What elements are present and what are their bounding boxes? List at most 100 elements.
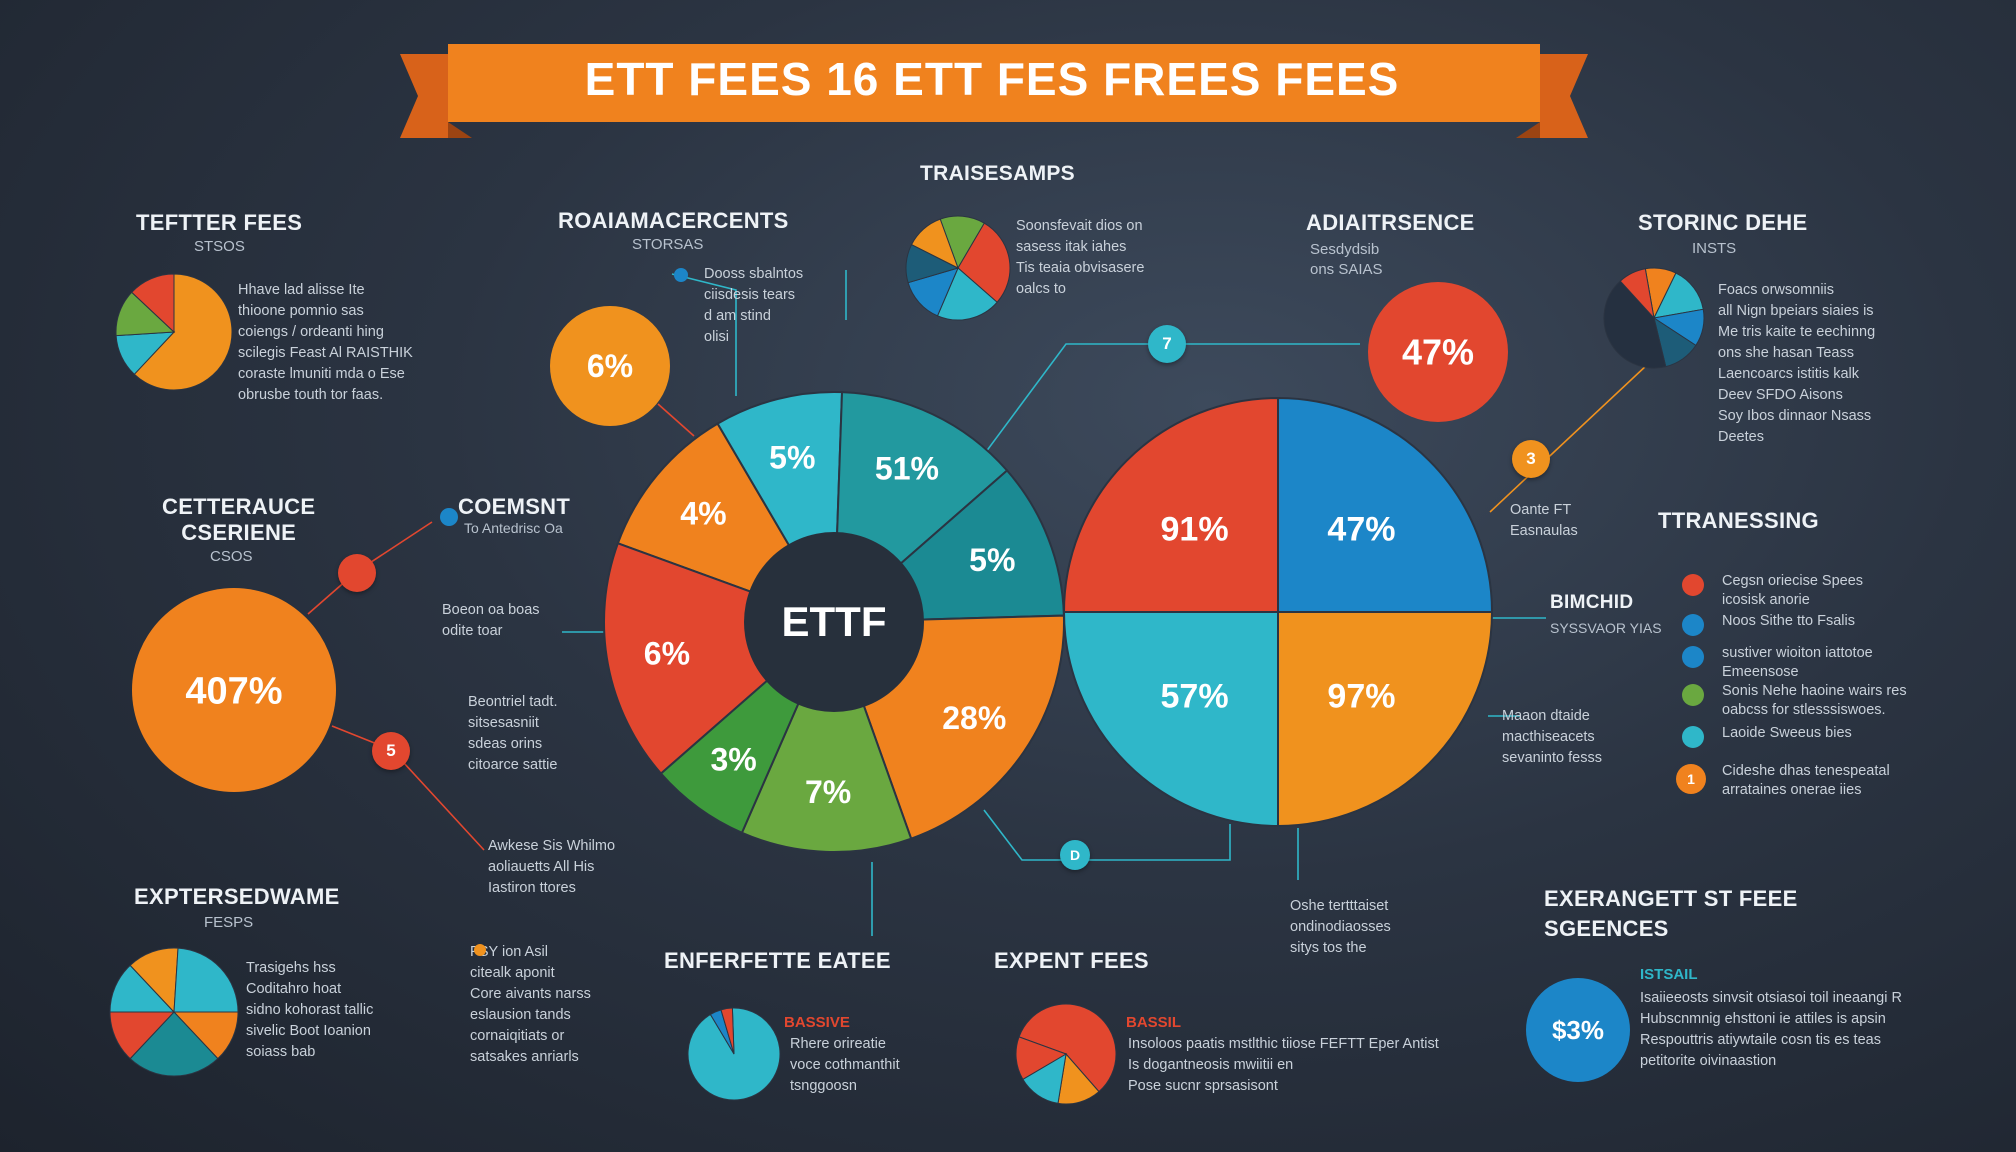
heading-enf: ENFERFETTE EATEE xyxy=(664,948,891,973)
heading-coemsnt: COEMSNT xyxy=(458,494,571,519)
paragraph-top-right: Soonsfevait dios on sasess itak iahes Ti… xyxy=(1016,218,1145,297)
subheading-bimchid: SYSSVAOR YIAS xyxy=(1550,620,1662,636)
paragraph-top-mid: Dooss sbalntos ciisdesis tears d am stin… xyxy=(704,266,804,345)
donut-center-label: ETTF xyxy=(782,598,887,645)
mini-bottom-right-slice xyxy=(1015,1036,1068,1080)
legend-marker xyxy=(1682,614,1704,636)
step-badge: 7 xyxy=(1148,325,1186,363)
heading-left-bottom: EXPTERSEDWAME xyxy=(134,884,340,909)
mini-left-bottom-slice xyxy=(173,947,239,1013)
tag-exerangett: ISTSAIL xyxy=(1640,966,1698,983)
center-donut-data-label: 7% xyxy=(805,774,851,810)
bubble-47-circle xyxy=(1368,282,1508,422)
bubble-47-label: 47% xyxy=(1402,332,1474,373)
heading-adiaits: ADIAITRSENCE xyxy=(1306,210,1475,235)
bubble-6-label: 6% xyxy=(587,348,633,384)
mini-left-bottom-slice xyxy=(129,1011,219,1077)
heading-left-top: TEFTTER FEES xyxy=(136,210,303,235)
subheading-adiaits: Sesdydsib ons SAIAS xyxy=(1310,241,1383,278)
paragraph-enf: Rhere orireatie voce cothmanthit tsnggoo… xyxy=(790,1036,900,1094)
tag-enf: BASSIVE xyxy=(784,1014,850,1031)
subheading-left-mid: CSOS xyxy=(210,548,253,565)
legend-marker xyxy=(1682,726,1704,748)
right-quad-data-label: 91% xyxy=(1161,510,1229,548)
legend-label: Laoide Sweeus bies xyxy=(1722,725,1852,741)
connector-line xyxy=(1489,363,1649,513)
mini-bottom-right-slice xyxy=(1018,1003,1117,1093)
subheading-left-bottom: FESPS xyxy=(204,914,254,931)
paragraph-expent: Insoloos paatis mstlthic tiiose FEFTT Ep… xyxy=(1128,1036,1439,1094)
heading-roam: ROAIAMACERCENTS xyxy=(558,208,789,233)
right-quad-slice xyxy=(1277,611,1494,828)
legend-marker xyxy=(1682,684,1704,706)
legend-label: sustiver wioiton iattotoe Emeensose xyxy=(1722,645,1873,680)
mini-left-bottom-slice xyxy=(109,1011,176,1060)
center-donut-data-label: 5% xyxy=(769,439,815,475)
center-donut-data-label: 6% xyxy=(644,635,690,671)
legend-label: Cegsn oriecise Spees icosisk anorie xyxy=(1722,573,1864,608)
right-quad-data-label: 57% xyxy=(1161,677,1229,715)
heading-left-mid: CETTERAUCE CSERIENE xyxy=(162,494,316,545)
mini-top-slice xyxy=(936,267,998,321)
donut-hole xyxy=(744,532,924,712)
right-quad-slice xyxy=(1277,396,1494,613)
legend-label: Sonis Nehe haoine wairs res oabcss for s… xyxy=(1722,683,1907,718)
mini-bottom-left-slice xyxy=(720,1007,735,1055)
bubble-6-circle xyxy=(550,306,670,426)
center-donut-slice xyxy=(603,542,836,775)
paragraph-oshe: Oshe tertttaiset ondinodiaosses sitys to… xyxy=(1290,898,1391,956)
mini-right-top-slice xyxy=(1603,280,1667,369)
center-donut-data-label: 3% xyxy=(710,741,756,777)
dot-icon xyxy=(440,508,458,526)
heading-top-center: TRAISESAMPS xyxy=(920,162,1075,185)
legend-label: Noos Sithe tto Fsalis xyxy=(1722,613,1855,629)
center-donut-data-label: 51% xyxy=(875,451,939,487)
dot-icon xyxy=(474,944,486,956)
legend-marker xyxy=(1682,646,1704,668)
bubble-33-circle xyxy=(1526,978,1630,1082)
heading-tranessing: TTRANESSING xyxy=(1658,508,1819,533)
right-quad-slice xyxy=(1062,611,1279,828)
center-donut-data-label: 5% xyxy=(969,542,1015,578)
subheading-coemsnt: To Antedrisc Oa xyxy=(464,520,563,536)
tag-expent: BASSIL xyxy=(1126,1014,1182,1031)
step-badge: D xyxy=(1060,840,1090,870)
banner-title: ETT FEES 16 ETT FES FREES FEES xyxy=(584,53,1400,105)
subheading-left-top: STSOS xyxy=(194,238,245,255)
heading-expent: EXPENT FEES xyxy=(994,948,1149,973)
step-badge: 3 xyxy=(1512,440,1550,478)
bubble-33-label: $3% xyxy=(1552,1015,1604,1045)
paragraph-fsy: FSY ion Asil citealk aponit Core aivants… xyxy=(470,944,591,1065)
subheading-roam: STORSAS xyxy=(632,236,704,253)
paragraph-left-top: Hhave lad alisse Ite thioone pomnio sas … xyxy=(238,282,413,403)
dot-icon xyxy=(674,268,688,282)
connector-line xyxy=(973,343,1168,469)
paragraph-mrace: Maaon dtaide macthiseacets sevaninto fes… xyxy=(1502,708,1602,766)
right-quad-slice xyxy=(1062,396,1279,613)
mini-left-top-slice xyxy=(131,273,175,334)
legend-label: Cideshe dhas tenespeatal arrataines oner… xyxy=(1722,763,1890,798)
paragraph-exerangett: Isaiieeosts sinvsit otsiasoi toil ineaan… xyxy=(1640,990,1902,1069)
right-quad-data-label: 97% xyxy=(1327,677,1395,715)
paragraph-boeri: Boeon oa boas odite toar xyxy=(442,602,540,639)
paragraph-beontrie: Beontriel tadt. sitsesasniit sdeas orins… xyxy=(468,694,558,773)
mini-top-slice xyxy=(957,222,1011,303)
legend-marker xyxy=(1682,574,1704,596)
heading-storinc: STORINC DEHE xyxy=(1638,210,1808,235)
paragraph-right-top: Foacs orwsomniis all Nign bpeiars siaies… xyxy=(1718,282,1876,445)
heading-exerangett: EXERANGETT ST FEEE SGEENCES xyxy=(1544,886,1798,941)
connector-line xyxy=(657,403,695,437)
mini-right-top-slice xyxy=(1619,268,1655,320)
paragraph-small-right: Oante FT Easnaulas xyxy=(1510,502,1578,539)
connector-lines xyxy=(562,270,1546,936)
connector-line xyxy=(671,273,737,396)
connector-line xyxy=(983,809,1231,861)
center-donut-data-label: 4% xyxy=(680,495,726,531)
heading-bimchid: BIMCHID xyxy=(1550,592,1634,613)
right-quad-data-label: 47% xyxy=(1327,510,1395,548)
connector-line xyxy=(391,749,485,851)
center-donut-data-label: 28% xyxy=(942,700,1006,736)
center-donut-slice xyxy=(740,619,913,853)
paragraph-left-bottom: Trasigehs hss Coditahro hoat sidno kohor… xyxy=(246,960,374,1060)
